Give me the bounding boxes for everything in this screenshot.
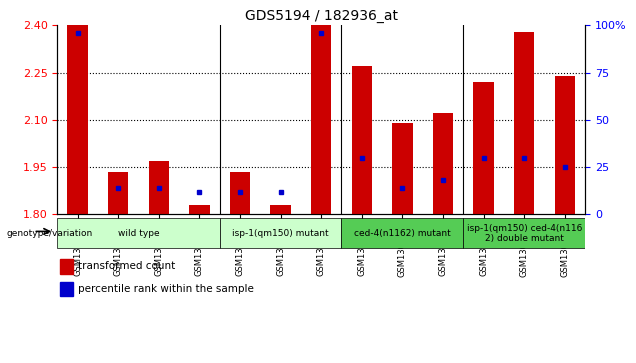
Title: GDS5194 / 182936_at: GDS5194 / 182936_at [245,9,398,23]
Bar [433,114,453,214]
Bar [230,172,250,214]
Bar [60,259,73,274]
Bar [514,32,534,214]
Text: genotype/variation: genotype/variation [6,229,93,238]
Bar [463,219,585,248]
Bar [270,205,291,214]
Bar [67,25,88,214]
Text: isp-1(qm150) ced-4(n116
2) double mutant: isp-1(qm150) ced-4(n116 2) double mutant [467,224,582,243]
Bar [219,219,342,248]
Text: isp-1(qm150) mutant: isp-1(qm150) mutant [232,229,329,238]
Bar [311,25,331,214]
Bar [108,172,128,214]
Bar [57,219,219,248]
Text: transformed count: transformed count [78,261,175,272]
Bar [352,66,372,214]
Text: ced-4(n1162) mutant: ced-4(n1162) mutant [354,229,451,238]
Bar [555,76,575,214]
Text: percentile rank within the sample: percentile rank within the sample [78,284,254,294]
Bar [392,123,413,214]
Bar [473,82,494,214]
Bar [342,219,463,248]
Bar [190,205,209,214]
Bar [60,282,73,296]
Text: wild type: wild type [118,229,159,238]
Bar [149,161,169,214]
